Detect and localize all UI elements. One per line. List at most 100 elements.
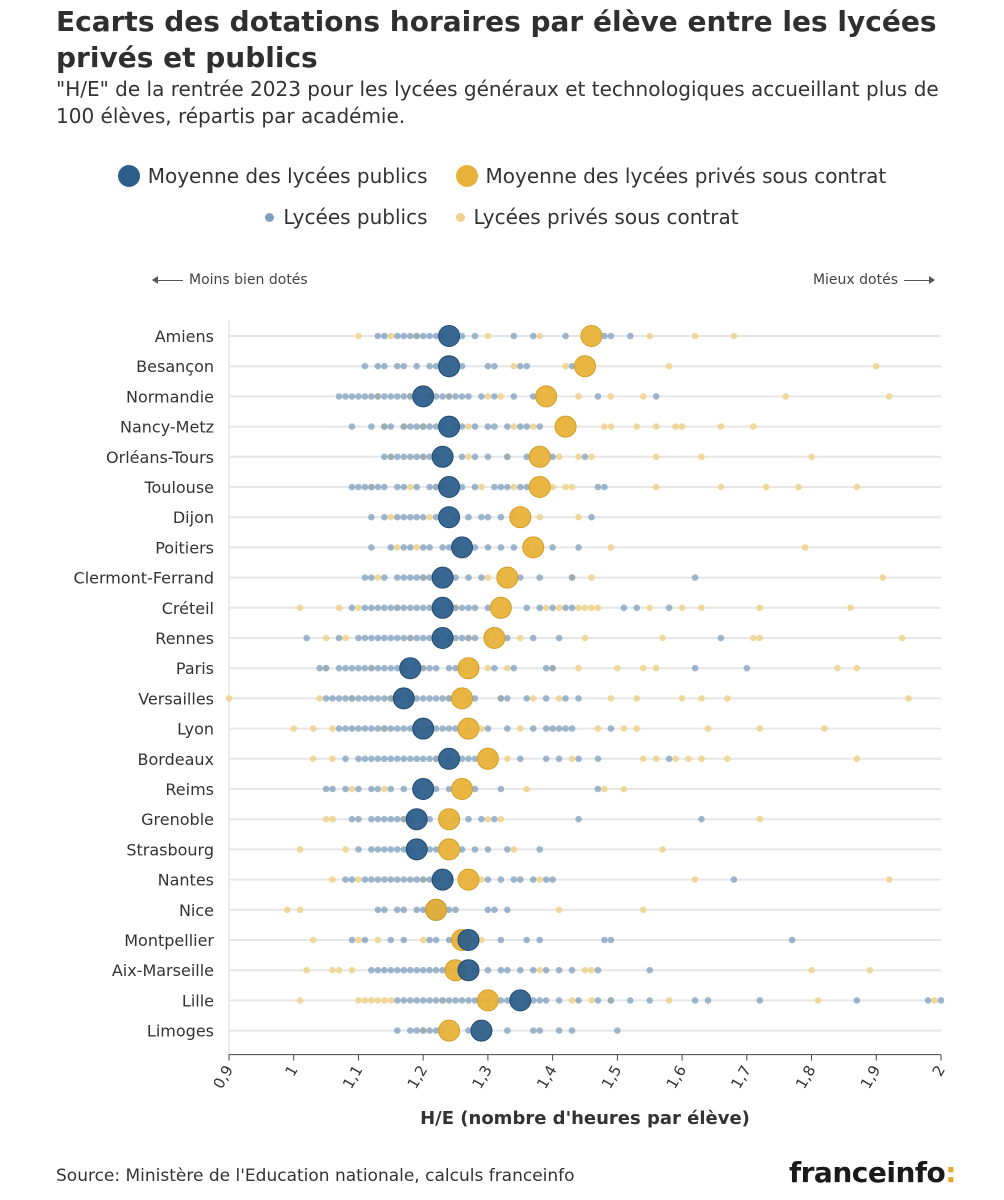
public-school-dot [568, 1027, 576, 1034]
public-school-dot [381, 574, 388, 581]
public-school-dot [536, 936, 543, 944]
private-school-dot [853, 483, 861, 491]
public-school-dot [413, 1027, 421, 1034]
public-school-dot [387, 785, 395, 793]
public-school-dot [523, 695, 531, 702]
public-school-dot [413, 423, 421, 430]
public-school-dot [432, 966, 440, 974]
public-school-dot [393, 815, 401, 823]
private-school-dot [756, 725, 764, 732]
private-school-dot [283, 906, 291, 914]
public-school-dot [471, 997, 479, 1004]
private-school-dot [478, 483, 485, 491]
mean-private-limoges [438, 1019, 461, 1042]
private-school-dot [374, 936, 382, 944]
logo-text: franceinfo [788, 1156, 946, 1189]
public-school-dot [374, 725, 382, 732]
legend-label-public: Lycées publics [283, 205, 428, 229]
public-school-dot [387, 634, 395, 642]
legend-item-mean-public: Moyenne des lycées publics [117, 164, 428, 188]
public-school-dot [471, 846, 479, 853]
public-school-dot [484, 544, 492, 551]
public-school-dot [322, 695, 330, 702]
public-school-dot [361, 664, 369, 672]
public-school-dot [419, 332, 427, 340]
x-tick-label: 1,1 [339, 1062, 367, 1092]
private-school-dot [575, 453, 582, 461]
private-school-dot [555, 695, 563, 702]
public-school-dot [478, 513, 485, 521]
public-school-dot [329, 785, 336, 793]
public-school-dot [393, 483, 401, 491]
private-school-dot [529, 695, 537, 702]
private-school-dot [484, 393, 492, 400]
mean-public-toulouse [438, 476, 461, 498]
public-school-dot [426, 362, 433, 370]
public-school-dot [549, 453, 556, 461]
public-school-dot [419, 997, 427, 1004]
mean-public-bordeaux [438, 747, 461, 770]
public-school-dot [355, 393, 362, 400]
private-school-dot [516, 725, 524, 732]
private-school-dot [698, 695, 705, 702]
public-school-dot [342, 393, 349, 400]
public-school-dot [504, 453, 511, 461]
public-school-dot [471, 634, 479, 642]
public-school-dot [542, 876, 550, 883]
public-school-dot [368, 604, 375, 612]
public-school-dot [484, 906, 492, 914]
public-school-dot [445, 393, 453, 400]
private-school-dot [536, 513, 543, 521]
x-tick-label: 1,6 [663, 1062, 691, 1092]
legend-schools: Lycées publics Lycées privés sous contra… [0, 205, 1004, 229]
public-school-dot [432, 695, 440, 702]
public-school-dot [400, 815, 408, 823]
public-school-dot [419, 423, 427, 430]
public-school-dot [348, 664, 356, 672]
public-school-dot [348, 725, 356, 732]
public-school-dot [465, 634, 472, 642]
public-school-dot [400, 332, 408, 340]
mean-public-limoges [470, 1019, 493, 1042]
public-school-dot [342, 695, 349, 702]
public-school-dot [368, 966, 375, 974]
public-school-dot [458, 604, 466, 612]
public-school-dot [568, 966, 576, 974]
public-school-dot [426, 695, 433, 702]
public-school-dot [406, 725, 414, 732]
public-school-dot [426, 574, 433, 581]
public-school-dot [381, 483, 388, 491]
public-school-dot [504, 1027, 511, 1034]
private-school-dot [581, 604, 589, 612]
public-school-dot [381, 725, 388, 732]
public-school-dot [756, 997, 764, 1004]
public-school-dot [439, 966, 446, 974]
public-school-dot [419, 966, 427, 974]
public-school-dot [406, 513, 414, 521]
public-school-dot [445, 906, 453, 914]
public-school-dot [491, 423, 498, 430]
public-school-dot [368, 695, 375, 702]
public-school-dot [413, 906, 421, 914]
public-school-dot [458, 997, 466, 1004]
public-school-dot [413, 876, 421, 883]
private-school-dot [866, 966, 874, 974]
public-school-dot [413, 634, 421, 642]
private-school-dot [342, 634, 349, 642]
annotation-better-funded: Mieux dotés [813, 272, 935, 288]
public-school-dot [355, 815, 362, 823]
public-school-dot [562, 332, 569, 340]
public-school-dot [432, 725, 440, 732]
public-school-dot [504, 997, 511, 1004]
private-school-dot [426, 513, 433, 521]
public-school-dot [329, 695, 336, 702]
public-school-dot [419, 544, 427, 551]
mean-private-strasbourg [438, 838, 461, 861]
public-school-dot [504, 906, 511, 914]
public-school-dot [381, 362, 388, 370]
source-note: Source: Ministère de l'Education nationa… [56, 1166, 575, 1186]
public-school-dot [387, 604, 395, 612]
mean-private-lille [476, 989, 499, 1012]
public-school-dot [529, 1027, 537, 1034]
public-school-dot [348, 423, 356, 430]
